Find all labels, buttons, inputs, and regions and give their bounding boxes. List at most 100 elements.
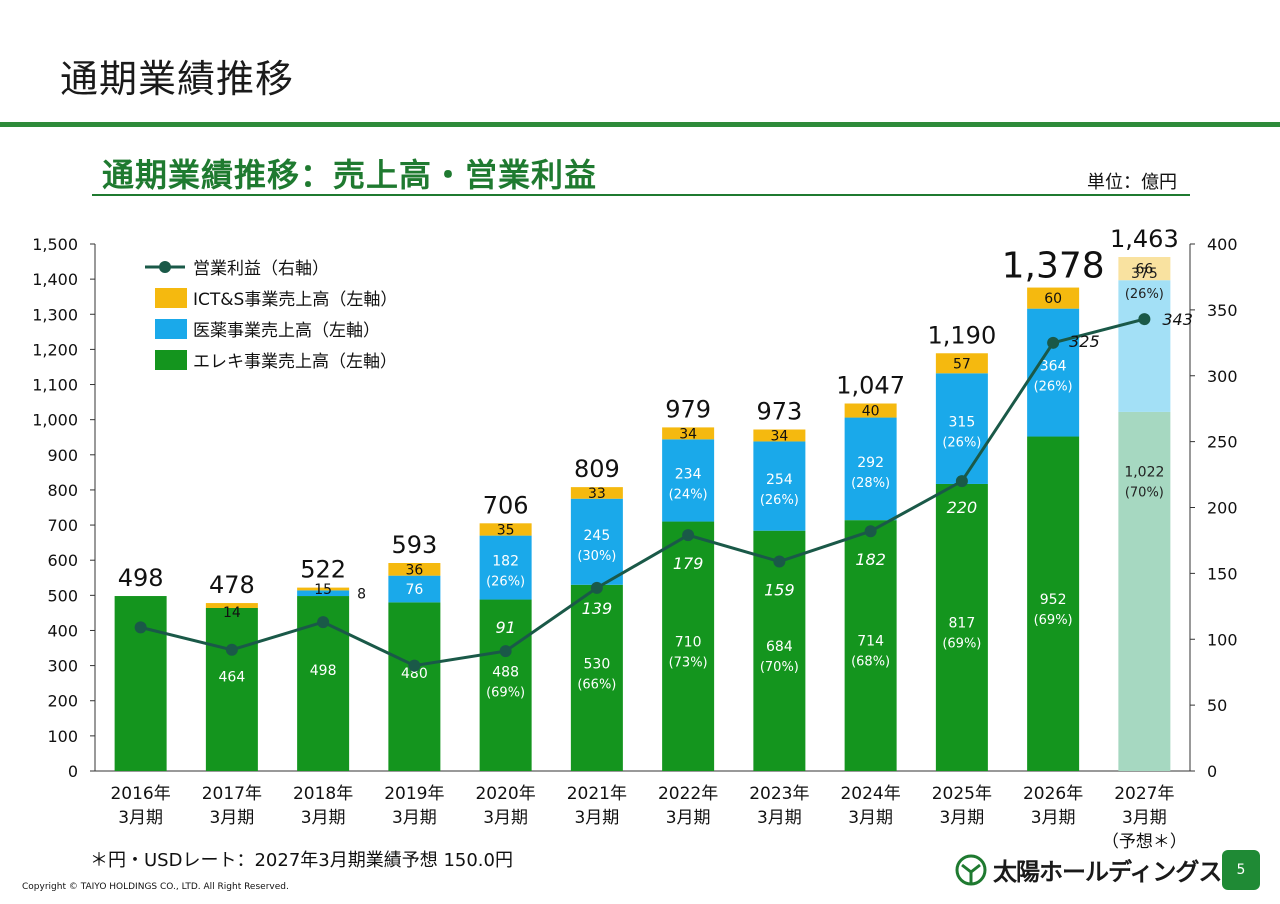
elec-share-label: (69%)	[942, 636, 981, 651]
x-tick-label: 2019年	[384, 784, 444, 804]
elec-value-label: 488	[492, 665, 519, 681]
x-tick-label: 3月期	[209, 808, 254, 828]
total-label: 522	[300, 556, 346, 584]
operating-profit-point	[773, 555, 786, 568]
legend-swatch-ict	[155, 288, 187, 308]
y-right-tick-label: 150	[1207, 564, 1238, 583]
pharma-bar-segment	[1118, 280, 1171, 412]
x-tick-label: 2024年	[840, 784, 900, 804]
elec-value-label: 684	[766, 639, 793, 655]
pharma-value-label: 364	[1040, 359, 1067, 375]
pharma-share-label: (24%)	[669, 487, 708, 502]
x-tick-label: 3月期	[757, 808, 802, 828]
ict-value-label: 36	[405, 562, 423, 578]
total-label: 498	[118, 564, 164, 592]
x-tick-label: 3月期	[666, 808, 711, 828]
x-tick-label: 2017年	[202, 784, 262, 804]
y-left-tick-label: 1,500	[32, 235, 78, 254]
x-tick-label: 2020年	[475, 784, 535, 804]
pharma-share-label: (26%)	[486, 575, 525, 590]
elec-value-label: 952	[1040, 592, 1067, 608]
pharma-value-label: 375	[1131, 266, 1158, 282]
total-label: 593	[391, 531, 437, 559]
ict-bar-segment	[1118, 256, 1171, 281]
legend-label: 営業利益（右軸）	[193, 259, 329, 279]
elec-value-label: 710	[675, 634, 702, 650]
elec-bar-segment	[479, 599, 532, 771]
elec-value-label: 530	[584, 657, 611, 673]
x-tick-label: 2025年	[932, 784, 992, 804]
operating-profit-point	[408, 659, 421, 672]
company-name: 太陽ホールディングス	[993, 858, 1222, 886]
operating-profit-label: 139	[582, 599, 613, 618]
elec-share-label: (73%)	[669, 655, 708, 670]
pharma-bar-segment	[1027, 308, 1080, 437]
page-title: 通期業績推移	[60, 57, 295, 101]
y-right-tick-label: 300	[1207, 367, 1238, 386]
total-label: 979	[665, 395, 711, 423]
x-tick-label: 3月期	[574, 808, 619, 828]
legend-label: 医薬事業売上高（左軸）	[193, 321, 380, 341]
pharma-value-label: 234	[675, 466, 702, 482]
pharma-value-label: 76	[405, 582, 423, 598]
page-number: 5	[1222, 850, 1260, 890]
ict-bar-segment	[1027, 287, 1080, 309]
operating-profit-point	[864, 525, 877, 538]
ict-value-label: 40	[862, 404, 880, 420]
y-left-tick-label: 100	[47, 727, 78, 746]
operating-profit-point	[1047, 336, 1060, 349]
pharma-share-label: (26%)	[942, 436, 981, 451]
legend-swatch-elec	[155, 350, 187, 370]
operating-profit-point	[955, 475, 968, 488]
ict-bar-segment	[935, 353, 988, 374]
ict-value-label: 33	[588, 486, 606, 502]
operating-profit-point	[225, 643, 238, 656]
section-divider	[92, 194, 1190, 196]
y-left-tick-label: 600	[47, 551, 78, 570]
y-right-tick-label: 350	[1207, 301, 1238, 320]
elec-value-label: 817	[949, 615, 976, 631]
elec-share-label: (70%)	[760, 660, 799, 675]
pharma-bar-segment	[297, 590, 350, 597]
elec-share-label: (70%)	[1125, 486, 1164, 501]
ict-bar-segment	[570, 487, 623, 499]
operating-profit-point	[1138, 313, 1151, 326]
ict-bar-segment	[753, 429, 806, 442]
ict-bar-segment	[205, 603, 258, 608]
y-left-tick-label: 800	[47, 481, 78, 500]
operating-profit-point	[134, 621, 147, 634]
pharma-bar-segment	[388, 575, 441, 603]
ict-bar-segment	[662, 427, 715, 440]
ict-value-label: 14	[223, 605, 241, 621]
ict-bar-segment	[479, 523, 532, 536]
copyright: Copyright © TAIYO HOLDINGS CO., LTD. All…	[22, 882, 289, 892]
x-tick-label: 2016年	[110, 784, 170, 804]
operating-profit-label: 182	[855, 550, 886, 569]
y-left-tick-label: 300	[47, 657, 78, 676]
elec-value-label: 498	[310, 663, 337, 679]
y-left-tick-label: 900	[47, 446, 78, 465]
footnote: ＊円・USDレート：2027年3月期業績予想 150.0円	[90, 850, 513, 871]
ict-value-label: 57	[953, 356, 971, 372]
x-tick-label: 2023年	[749, 784, 809, 804]
elec-bar-segment	[570, 584, 623, 771]
y-left-tick-label: 1,200	[32, 340, 78, 359]
total-label: 706	[483, 491, 529, 519]
y-left-tick-label: 700	[47, 516, 78, 535]
x-tick-label: 3月期	[1031, 808, 1076, 828]
pharma-share-label: (26%)	[1125, 287, 1164, 302]
y-left-tick-label: 500	[47, 586, 78, 605]
x-tick-label: 3月期	[848, 808, 893, 828]
operating-profit-label: 179	[673, 554, 704, 573]
elec-bar-segment	[205, 607, 258, 771]
pharma-share-label: (30%)	[577, 549, 616, 564]
pharma-bar-segment	[753, 441, 806, 531]
pharma-share-label: (28%)	[851, 476, 890, 491]
x-tick-label: 2021年	[567, 784, 627, 804]
total-label: 1,190	[928, 321, 997, 349]
y-left-tick-label: 1,400	[32, 270, 78, 289]
ict-value-label: 34	[770, 428, 788, 444]
elec-bar-segment	[1118, 411, 1171, 771]
pharma-bar-segment	[935, 373, 988, 484]
